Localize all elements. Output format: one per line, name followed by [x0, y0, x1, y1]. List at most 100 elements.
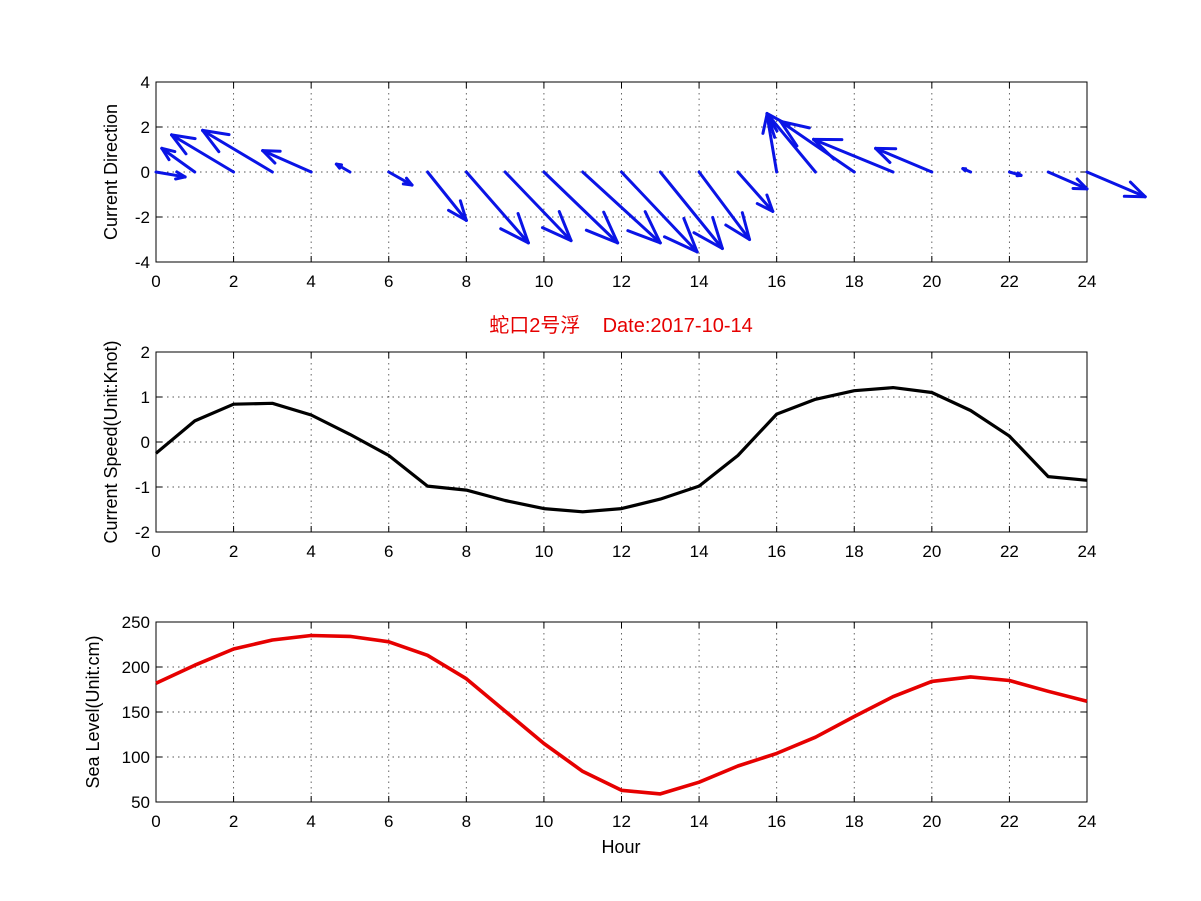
- x-tick-label: 4: [306, 812, 315, 831]
- direction-arrow: [464, 170, 530, 245]
- current-direction-panel: Current Direction 0 2 4 6 8 10 12 14 16 18 20 22 24-…: [101, 73, 1147, 291]
- x-tick-label: 10: [534, 272, 553, 291]
- arrow-head: [626, 229, 662, 245]
- y-tick-label: 2: [141, 343, 150, 362]
- x-tick-label: 12: [612, 812, 631, 831]
- arrow-head: [261, 149, 277, 165]
- arrow-shaft: [620, 170, 699, 254]
- x-tick-label: 20: [922, 812, 941, 831]
- arrow-head: [557, 210, 573, 243]
- direction-arrow: [503, 170, 573, 243]
- arrow-head: [401, 182, 414, 187]
- arrow-head: [874, 146, 892, 165]
- x-tick-label: 18: [845, 812, 864, 831]
- arrow-shaft: [765, 112, 817, 174]
- direction-arrow: [160, 146, 197, 174]
- direction-arrow: [874, 146, 934, 174]
- series-line: [154, 386, 1088, 514]
- direction-arrow: [1046, 170, 1089, 191]
- arrow-shaft: [426, 170, 468, 222]
- arrow-head: [170, 133, 188, 156]
- arrow-shaft: [697, 170, 752, 241]
- y-tick-label: 200: [122, 658, 150, 677]
- direction-arrow: [334, 162, 352, 174]
- x-tick-label: 8: [462, 542, 471, 561]
- arrow-head: [682, 216, 699, 254]
- arrow-head: [765, 193, 775, 213]
- arrow-head: [499, 227, 530, 245]
- arrow-head: [1128, 180, 1147, 199]
- arrow-shaft: [812, 137, 895, 174]
- arrow-head: [779, 119, 811, 130]
- arrow-head: [1075, 177, 1089, 191]
- axes-frame: [155, 621, 1088, 803]
- x-tick-label: 22: [1000, 812, 1019, 831]
- x-tick-label: 14: [690, 812, 709, 831]
- arrow-head: [261, 149, 282, 153]
- arrow-shaft: [779, 119, 856, 174]
- x-tick-label: 2: [229, 272, 238, 291]
- figure-title: 蛇口2号浮 Date:2017-10-14: [489, 314, 752, 337]
- x-tick-label: 2: [229, 812, 238, 831]
- arrow-shaft: [542, 170, 620, 245]
- direction-arrow: [387, 170, 414, 187]
- arrow-head: [447, 208, 468, 222]
- y-tick-label: -4: [135, 253, 150, 272]
- x-tick-label: 16: [767, 542, 786, 561]
- x-tick-label: 8: [462, 272, 471, 291]
- direction-arrow: [779, 119, 856, 174]
- y-tick-label: 1: [141, 388, 150, 407]
- direction-arrow: [697, 170, 752, 241]
- arrow-head: [584, 228, 620, 245]
- direction-arrow: [261, 149, 313, 174]
- current-speed-panel: Current Speed(Unit:Knot) 0 2 4 6 8 10 12 14 16 18…: [101, 340, 1096, 561]
- x-tick-label: 16: [767, 812, 786, 831]
- arrow-head: [662, 235, 699, 254]
- direction-arrow: [170, 133, 236, 174]
- arrow-head: [458, 199, 468, 222]
- y-tick-label: 0: [141, 433, 150, 452]
- x-tick-label: 18: [845, 542, 864, 561]
- x-tick-label: 12: [612, 272, 631, 291]
- arrow-head: [711, 215, 724, 250]
- direction-arrow: [154, 170, 187, 181]
- x-tick-label: 6: [384, 272, 393, 291]
- x-tick-label: 16: [767, 272, 786, 291]
- arrow-head: [755, 202, 775, 213]
- arrow-shaft: [201, 128, 274, 174]
- y-tick-label: 50: [131, 793, 150, 812]
- x-tick-label: 8: [462, 812, 471, 831]
- x-tick-label: 14: [690, 272, 709, 291]
- arrow-shaft: [658, 170, 724, 250]
- direction-arrow: [542, 170, 620, 245]
- arrow-head: [692, 231, 724, 250]
- arrow-shaft: [154, 170, 187, 179]
- y-tick-label: 0: [141, 163, 150, 182]
- arrow-head: [779, 119, 799, 148]
- x-tick-label: 12: [612, 542, 631, 561]
- arrow-shaft: [160, 146, 197, 174]
- arrow-head: [516, 212, 530, 245]
- direction-arrow: [620, 170, 699, 254]
- x-tick-label: 2: [229, 542, 238, 561]
- x-tick-label: 4: [306, 272, 315, 291]
- arrow-head: [160, 146, 177, 154]
- x-tick-label: 18: [845, 272, 864, 291]
- direction-arrow: [658, 170, 724, 250]
- x-tick-label: 4: [306, 542, 315, 561]
- x-tick-label: 24: [1078, 542, 1097, 561]
- current-direction-ylabel: Current Direction: [101, 104, 121, 240]
- y-tick-label: 250: [122, 613, 150, 632]
- arrow-shaft: [874, 146, 934, 174]
- arrow-shaft: [736, 170, 775, 213]
- y-tick-label: 150: [122, 703, 150, 722]
- y-tick-label: -2: [135, 523, 150, 542]
- direction-arrow: [812, 137, 895, 174]
- arrow-head: [540, 226, 573, 243]
- direction-arrow: [736, 170, 775, 213]
- direction-arrow: [961, 167, 973, 174]
- axes-frame: [155, 351, 1088, 533]
- x-tick-label: 22: [1000, 272, 1019, 291]
